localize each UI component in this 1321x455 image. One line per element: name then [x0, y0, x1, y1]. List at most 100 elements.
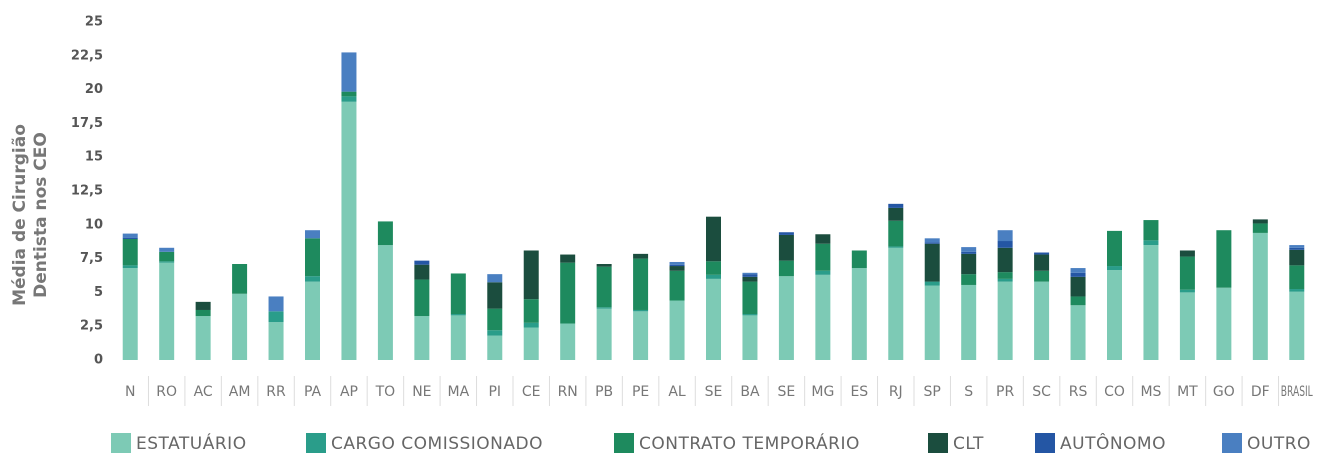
legend-swatch: [306, 433, 326, 453]
x-tick-label: RJ: [889, 384, 903, 400]
bar-segment: [122, 238, 138, 266]
bar-segment: [560, 323, 576, 360]
bar-segment: [596, 266, 612, 308]
bar-segment: [888, 203, 904, 208]
bar-segment: [560, 262, 576, 324]
x-tick-label: CE: [522, 384, 541, 400]
bar-segment: [487, 335, 503, 360]
bar-segment: [195, 309, 211, 317]
bar-segment: [596, 307, 612, 309]
bar-segment: [742, 276, 758, 282]
bar-segment: [997, 247, 1013, 273]
bar-segment: [669, 264, 685, 267]
bar-segment: [1179, 292, 1195, 360]
legend-swatch: [111, 433, 131, 453]
bar-segment: [122, 265, 138, 269]
bar-segment: [1034, 254, 1050, 271]
bar-segment: [888, 247, 904, 360]
bar-segment: [778, 234, 794, 261]
bar-segment: [742, 274, 758, 277]
bar-segment: [742, 272, 758, 275]
x-tick-label: GO: [1213, 384, 1235, 400]
bar-segment: [450, 273, 466, 315]
bar-segment: [1252, 219, 1268, 224]
bar-segment: [268, 296, 284, 312]
bar-segment: [997, 241, 1013, 248]
bar-segment: [377, 221, 393, 246]
bar-segment: [924, 281, 940, 286]
bar-segment: [1034, 252, 1050, 255]
bar-segment: [122, 237, 138, 239]
bar-segment: [1289, 247, 1305, 250]
bar-segment: [669, 261, 685, 265]
x-tick-label: SC: [1032, 384, 1051, 400]
bar-segment: [1289, 249, 1305, 266]
bar-segment: [523, 322, 539, 328]
bar-segment: [633, 258, 649, 310]
x-tick-label: PI: [488, 384, 501, 400]
bar-segment: [633, 253, 649, 259]
y-tick-label: 7,5: [80, 251, 103, 266]
bar-segment: [195, 301, 211, 310]
bar-segment: [888, 207, 904, 221]
bar-segment: [961, 247, 977, 252]
bar-segment: [159, 262, 175, 360]
bar-segment: [742, 314, 758, 316]
x-tick-label: SE: [778, 384, 796, 400]
y-tick-label: 22,5: [71, 48, 103, 63]
bar-segment: [487, 274, 503, 283]
bar-segment: [924, 285, 940, 360]
legend-label: CARGO COMISSIONADO: [331, 434, 543, 454]
bar-segment: [487, 282, 503, 309]
bar-segment: [1070, 296, 1086, 306]
y-axis-label: Média de Cirurgião: [10, 124, 30, 306]
bar-segment: [961, 251, 977, 254]
bar-segment: [1289, 265, 1305, 290]
x-tick-label: PE: [632, 384, 649, 400]
y-tick-label: 5: [94, 285, 103, 300]
bar-segment: [1252, 232, 1268, 360]
x-tick-label: MA: [447, 384, 469, 400]
x-tick-label: AL: [668, 384, 686, 400]
bar-segment: [997, 278, 1013, 282]
y-tick-label: 0: [94, 353, 103, 368]
bar-segment: [305, 238, 320, 277]
legend-swatch: [1035, 433, 1055, 453]
x-tick-label: S: [964, 384, 973, 400]
x-tick-label: ES: [850, 384, 868, 400]
bar-segment: [742, 315, 758, 360]
bar-segment: [232, 293, 248, 360]
y-axis-label: Dentista nos CEO: [31, 132, 51, 298]
bar-segment: [851, 250, 867, 269]
bar-segment: [669, 270, 685, 301]
bar-segment: [341, 52, 357, 92]
bar-segment: [1143, 220, 1159, 241]
bar-segment: [195, 316, 211, 360]
bar-segment: [159, 247, 175, 252]
y-tick-label: 20: [85, 82, 103, 97]
x-tick-label: MS: [1140, 384, 1161, 400]
bar-segment: [706, 278, 721, 360]
bar-segment: [450, 315, 466, 360]
bar-segment: [961, 284, 977, 360]
x-tick-label: RN: [558, 384, 578, 400]
bar-segment: [1070, 305, 1086, 360]
bar-segment: [1070, 272, 1086, 277]
bar-segment: [1289, 289, 1305, 292]
bar-segment: [305, 230, 320, 239]
x-tick-label: PB: [595, 384, 613, 400]
x-tick-label: DF: [1251, 384, 1270, 400]
bar-segment: [1143, 240, 1159, 246]
y-tick-label: 17,5: [71, 116, 103, 131]
bar-segment: [1034, 281, 1050, 360]
bar-segment: [961, 274, 977, 285]
bar-segment: [487, 330, 503, 336]
bar-segment: [1107, 266, 1122, 271]
bar-segment: [669, 266, 685, 271]
bar-segment: [924, 242, 940, 244]
bar-segment: [341, 96, 357, 102]
x-tick-label: PA: [304, 384, 322, 400]
bar-segment: [706, 274, 721, 279]
bar-segment: [159, 261, 175, 263]
x-tick-label: CO: [1104, 384, 1125, 400]
